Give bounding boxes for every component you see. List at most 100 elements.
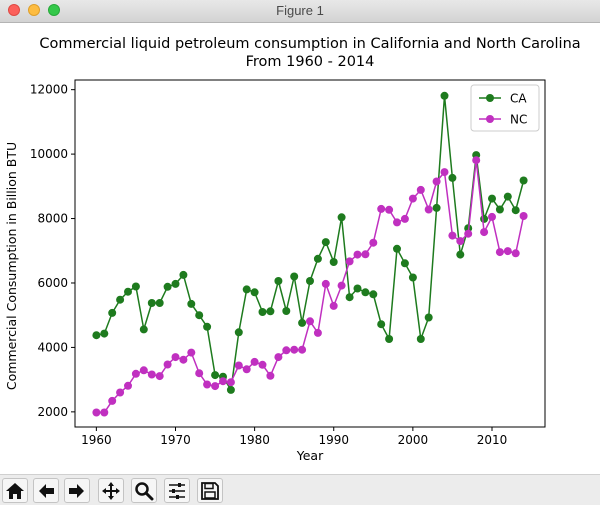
y-tick-label: 4000 [37, 340, 68, 354]
data-point-nc [274, 353, 283, 362]
data-point-nc [511, 249, 520, 258]
data-point-ca [440, 91, 449, 100]
data-point-nc [464, 229, 473, 238]
data-point-ca [282, 307, 291, 315]
data-point-ca [313, 254, 322, 263]
data-point-nc [298, 345, 307, 354]
x-tick-label: 2010 [477, 433, 508, 447]
data-point-nc [345, 257, 354, 266]
data-point-nc [432, 177, 441, 186]
y-tick-label: 6000 [37, 276, 68, 290]
x-tick-label: 1960 [81, 433, 112, 447]
data-point-ca [321, 238, 330, 247]
data-point-nc [100, 408, 109, 417]
data-point-ca [290, 272, 299, 281]
forward-button[interactable] [64, 478, 90, 503]
data-point-nc [92, 408, 101, 417]
data-point-ca [266, 307, 275, 316]
data-point-ca [274, 277, 283, 285]
data-point-ca [408, 273, 417, 282]
data-point-nc [266, 371, 275, 380]
data-point-nc [108, 396, 117, 405]
data-point-nc [306, 317, 314, 326]
data-point-nc [503, 247, 512, 256]
data-point-ca [258, 308, 267, 316]
home-button[interactable] [2, 478, 28, 503]
data-point-nc [400, 214, 409, 223]
data-point-ca [432, 203, 441, 212]
minimize-window-button[interactable] [28, 4, 40, 16]
data-point-ca [345, 293, 354, 302]
y-tick-label: 10000 [30, 147, 68, 161]
pan-button[interactable] [98, 478, 124, 503]
data-point-nc [313, 328, 322, 337]
data-point-nc [179, 355, 188, 364]
data-point-ca [456, 250, 465, 259]
data-point-nc [219, 377, 227, 386]
figure-canvas: Commercial liquid petroleum consumption … [0, 23, 600, 474]
data-point-ca [171, 279, 180, 288]
data-point-ca [377, 320, 386, 329]
axes-frame [74, 79, 546, 428]
data-point-nc [408, 194, 417, 203]
data-point-ca [361, 288, 370, 297]
close-window-button[interactable] [8, 4, 20, 16]
x-axis-label: Year [296, 448, 324, 463]
save-button[interactable] [197, 478, 223, 503]
data-point-ca [400, 259, 409, 268]
data-point-ca [234, 328, 243, 337]
data-point-nc [116, 388, 125, 397]
data-point-ca [179, 270, 188, 279]
maximize-window-button[interactable] [48, 4, 60, 16]
legend-box [470, 84, 540, 132]
legend-label-nc: NC [510, 113, 527, 127]
data-point-nc [456, 237, 465, 246]
data-point-nc [258, 360, 267, 369]
data-point-ca [124, 287, 132, 296]
data-point-ca [139, 325, 148, 334]
data-point-ca [242, 285, 251, 294]
back-button[interactable] [33, 478, 59, 503]
navigation-toolbar [0, 474, 600, 505]
data-point-nc [440, 168, 449, 177]
data-point-nc [195, 369, 204, 378]
chart-title: Commercial liquid petroleum consumption … [39, 36, 580, 52]
data-point-ca [480, 214, 489, 223]
data-point-nc [321, 279, 330, 288]
data-point-ca [155, 299, 164, 307]
data-point-nc [242, 365, 251, 374]
data-point-ca [519, 176, 528, 185]
y-tick-label: 12000 [30, 83, 68, 97]
data-point-ca [131, 282, 140, 291]
data-point-ca [511, 206, 520, 215]
data-point-nc [155, 372, 164, 381]
data-point-nc [495, 248, 504, 257]
data-point-nc [131, 369, 140, 378]
title-bar: Figure 1 [0, 0, 600, 23]
data-point-ca [424, 313, 433, 322]
data-point-nc [234, 361, 243, 370]
forward-arrow-icon [69, 483, 84, 498]
y-axis-label: Commercial Consumption in Billion BTU [4, 142, 19, 390]
data-point-nc [226, 378, 235, 387]
zoom-button[interactable] [131, 478, 157, 503]
chart: Commercial liquid petroleum consumption … [4, 36, 581, 463]
data-point-ca [488, 194, 496, 203]
data-point-nc [519, 212, 528, 220]
x-tick-label: 1970 [160, 433, 191, 447]
data-point-nc [282, 346, 291, 355]
legend-marker-nc [486, 115, 494, 123]
y-tick-label: 8000 [37, 212, 68, 226]
data-point-ca [329, 258, 338, 266]
save-icon [201, 481, 219, 500]
data-point-ca [298, 318, 307, 327]
data-point-nc [290, 345, 299, 354]
data-point-ca [337, 213, 346, 222]
data-point-nc [171, 353, 180, 362]
data-point-nc [488, 212, 496, 221]
configure-subplots-button[interactable] [164, 478, 190, 503]
data-point-ca [385, 335, 394, 343]
data-point-ca [353, 284, 362, 293]
data-point-ca [503, 192, 512, 201]
